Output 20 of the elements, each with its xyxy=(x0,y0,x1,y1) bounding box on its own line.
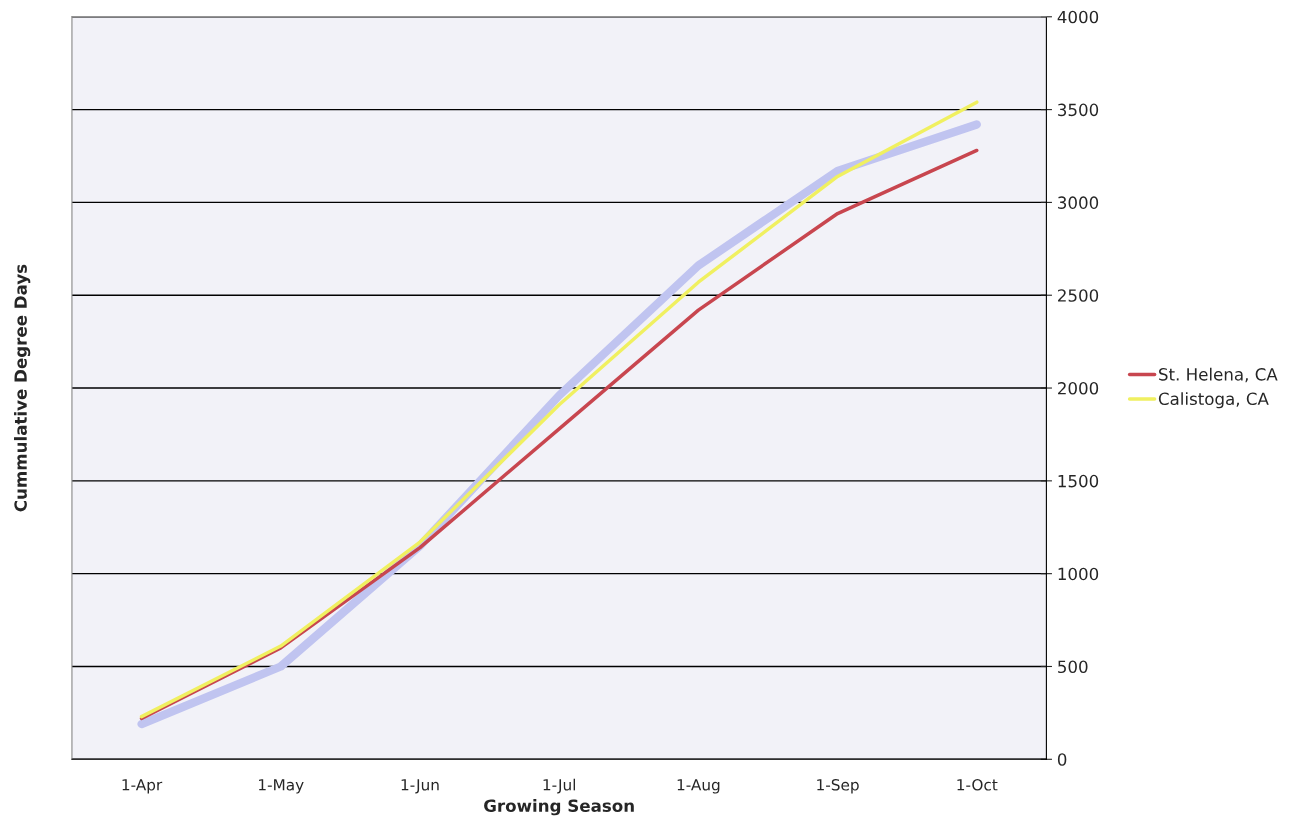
x-tick-label: 1-May xyxy=(259,779,304,794)
y-tick-label: 1500 xyxy=(1058,474,1099,488)
x-axis-title: Growing Season xyxy=(484,799,634,816)
y-tick-label: 500 xyxy=(1058,660,1088,674)
x-tick-label: 1-Jul xyxy=(543,778,575,794)
x-tick-label: 1-Sep xyxy=(817,779,859,794)
y-tick-label: 2000 xyxy=(1058,382,1099,395)
legend-label: St. Helena, CA xyxy=(1159,367,1278,383)
y-tick-label: 2500 xyxy=(1058,289,1099,302)
x-tick-label: 1-Oct xyxy=(957,779,998,791)
x-tick-label: 1-Jun xyxy=(401,779,439,794)
x-tick-label: 1-Apr xyxy=(122,779,163,794)
y-tick-label: 3500 xyxy=(1058,103,1099,117)
x-tick-label: 1-Aug xyxy=(677,779,720,794)
y-tick-label: 0 xyxy=(1057,753,1067,766)
y-axis-title: Cummulative Degree Days xyxy=(14,264,31,512)
y-tick-label: 4000 xyxy=(1057,10,1099,24)
y-tick-label: 1000 xyxy=(1058,567,1099,581)
legend-label: Calistoga, CA xyxy=(1158,392,1269,409)
y-tick-label: 3000 xyxy=(1058,196,1099,209)
